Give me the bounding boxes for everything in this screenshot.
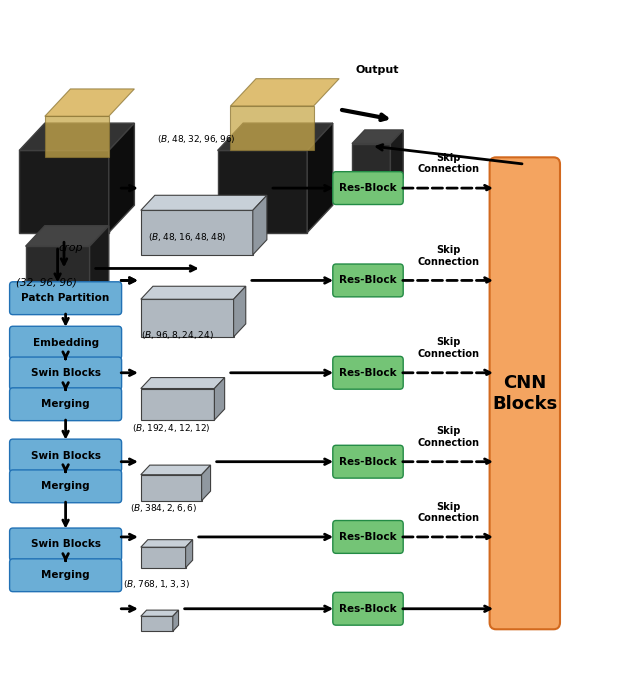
FancyBboxPatch shape xyxy=(333,264,403,297)
Polygon shape xyxy=(230,79,339,106)
Polygon shape xyxy=(141,547,186,568)
Text: Embedding: Embedding xyxy=(33,338,99,347)
Polygon shape xyxy=(234,287,246,337)
Text: Merging: Merging xyxy=(42,399,90,409)
Text: Res-Block: Res-Block xyxy=(339,276,397,285)
Polygon shape xyxy=(141,196,267,211)
Text: Res-Block: Res-Block xyxy=(339,532,397,542)
Polygon shape xyxy=(173,610,179,631)
Polygon shape xyxy=(141,540,193,547)
Polygon shape xyxy=(45,89,134,116)
Text: $(B, 384, 2, 6, 6)$: $(B, 384, 2, 6, 6)$ xyxy=(129,501,197,514)
Text: Res-Block: Res-Block xyxy=(339,183,397,193)
Polygon shape xyxy=(141,475,202,501)
Text: $(B, 48, 32, 96, 96)$: $(B, 48, 32, 96, 96)$ xyxy=(157,133,236,146)
Polygon shape xyxy=(218,150,307,233)
Polygon shape xyxy=(141,300,234,337)
Text: Skip
Connection: Skip Connection xyxy=(417,337,479,359)
FancyBboxPatch shape xyxy=(10,559,122,592)
Polygon shape xyxy=(19,150,109,233)
Polygon shape xyxy=(141,616,173,631)
Text: Swin Blocks: Swin Blocks xyxy=(31,369,100,378)
Polygon shape xyxy=(214,378,225,420)
FancyBboxPatch shape xyxy=(333,445,403,478)
Polygon shape xyxy=(45,116,109,157)
Text: Skip
Connection: Skip Connection xyxy=(417,245,479,267)
FancyBboxPatch shape xyxy=(10,326,122,359)
Polygon shape xyxy=(26,246,90,304)
FancyBboxPatch shape xyxy=(333,172,403,205)
Polygon shape xyxy=(253,196,267,255)
Polygon shape xyxy=(90,226,109,304)
Text: $(B, 96, 8, 24, 24)$: $(B, 96, 8, 24, 24)$ xyxy=(141,328,214,341)
Text: Res-Block: Res-Block xyxy=(339,368,397,378)
FancyBboxPatch shape xyxy=(10,388,122,421)
Polygon shape xyxy=(141,211,253,255)
Polygon shape xyxy=(141,610,179,616)
Polygon shape xyxy=(109,123,134,233)
FancyBboxPatch shape xyxy=(333,592,403,625)
Text: Res-Block: Res-Block xyxy=(339,604,397,614)
Polygon shape xyxy=(307,123,333,233)
Text: Patch Partition: Patch Partition xyxy=(22,293,109,303)
Polygon shape xyxy=(230,106,314,150)
FancyBboxPatch shape xyxy=(490,157,560,629)
FancyBboxPatch shape xyxy=(10,470,122,503)
FancyBboxPatch shape xyxy=(10,357,122,390)
Polygon shape xyxy=(141,465,211,475)
Text: Swin Blocks: Swin Blocks xyxy=(31,451,100,460)
Polygon shape xyxy=(19,123,134,150)
Polygon shape xyxy=(141,378,225,389)
Polygon shape xyxy=(186,540,193,568)
Text: $(B, 192, 4, 12, 12)$: $(B, 192, 4, 12, 12)$ xyxy=(132,421,211,434)
Polygon shape xyxy=(390,130,403,192)
Text: Swin Blocks: Swin Blocks xyxy=(31,540,100,549)
Polygon shape xyxy=(141,389,214,420)
Text: Res-Block: Res-Block xyxy=(339,457,397,466)
Text: Skip
Connection: Skip Connection xyxy=(417,153,479,174)
FancyBboxPatch shape xyxy=(10,282,122,315)
Text: crop: crop xyxy=(58,243,83,253)
FancyBboxPatch shape xyxy=(10,439,122,472)
Text: $(B, 768, 1, 3, 3)$: $(B, 768, 1, 3, 3)$ xyxy=(123,577,191,590)
Text: (32, 96, 96): (32, 96, 96) xyxy=(16,277,77,287)
Text: Skip
Connection: Skip Connection xyxy=(417,426,479,448)
Text: Output: Output xyxy=(356,65,399,75)
Polygon shape xyxy=(352,130,403,144)
Polygon shape xyxy=(352,144,390,192)
Text: Merging: Merging xyxy=(42,570,90,580)
Text: $(B, 48, 16, 48, 48)$: $(B, 48, 16, 48, 48)$ xyxy=(148,231,227,244)
FancyBboxPatch shape xyxy=(333,356,403,389)
FancyBboxPatch shape xyxy=(333,521,403,553)
Text: Merging: Merging xyxy=(42,482,90,491)
FancyBboxPatch shape xyxy=(10,528,122,561)
Polygon shape xyxy=(141,287,246,300)
Text: CNN
Blocks: CNN Blocks xyxy=(492,374,557,412)
Polygon shape xyxy=(26,226,109,246)
Polygon shape xyxy=(218,123,333,150)
Polygon shape xyxy=(202,465,211,501)
Text: Skip
Connection: Skip Connection xyxy=(417,501,479,523)
